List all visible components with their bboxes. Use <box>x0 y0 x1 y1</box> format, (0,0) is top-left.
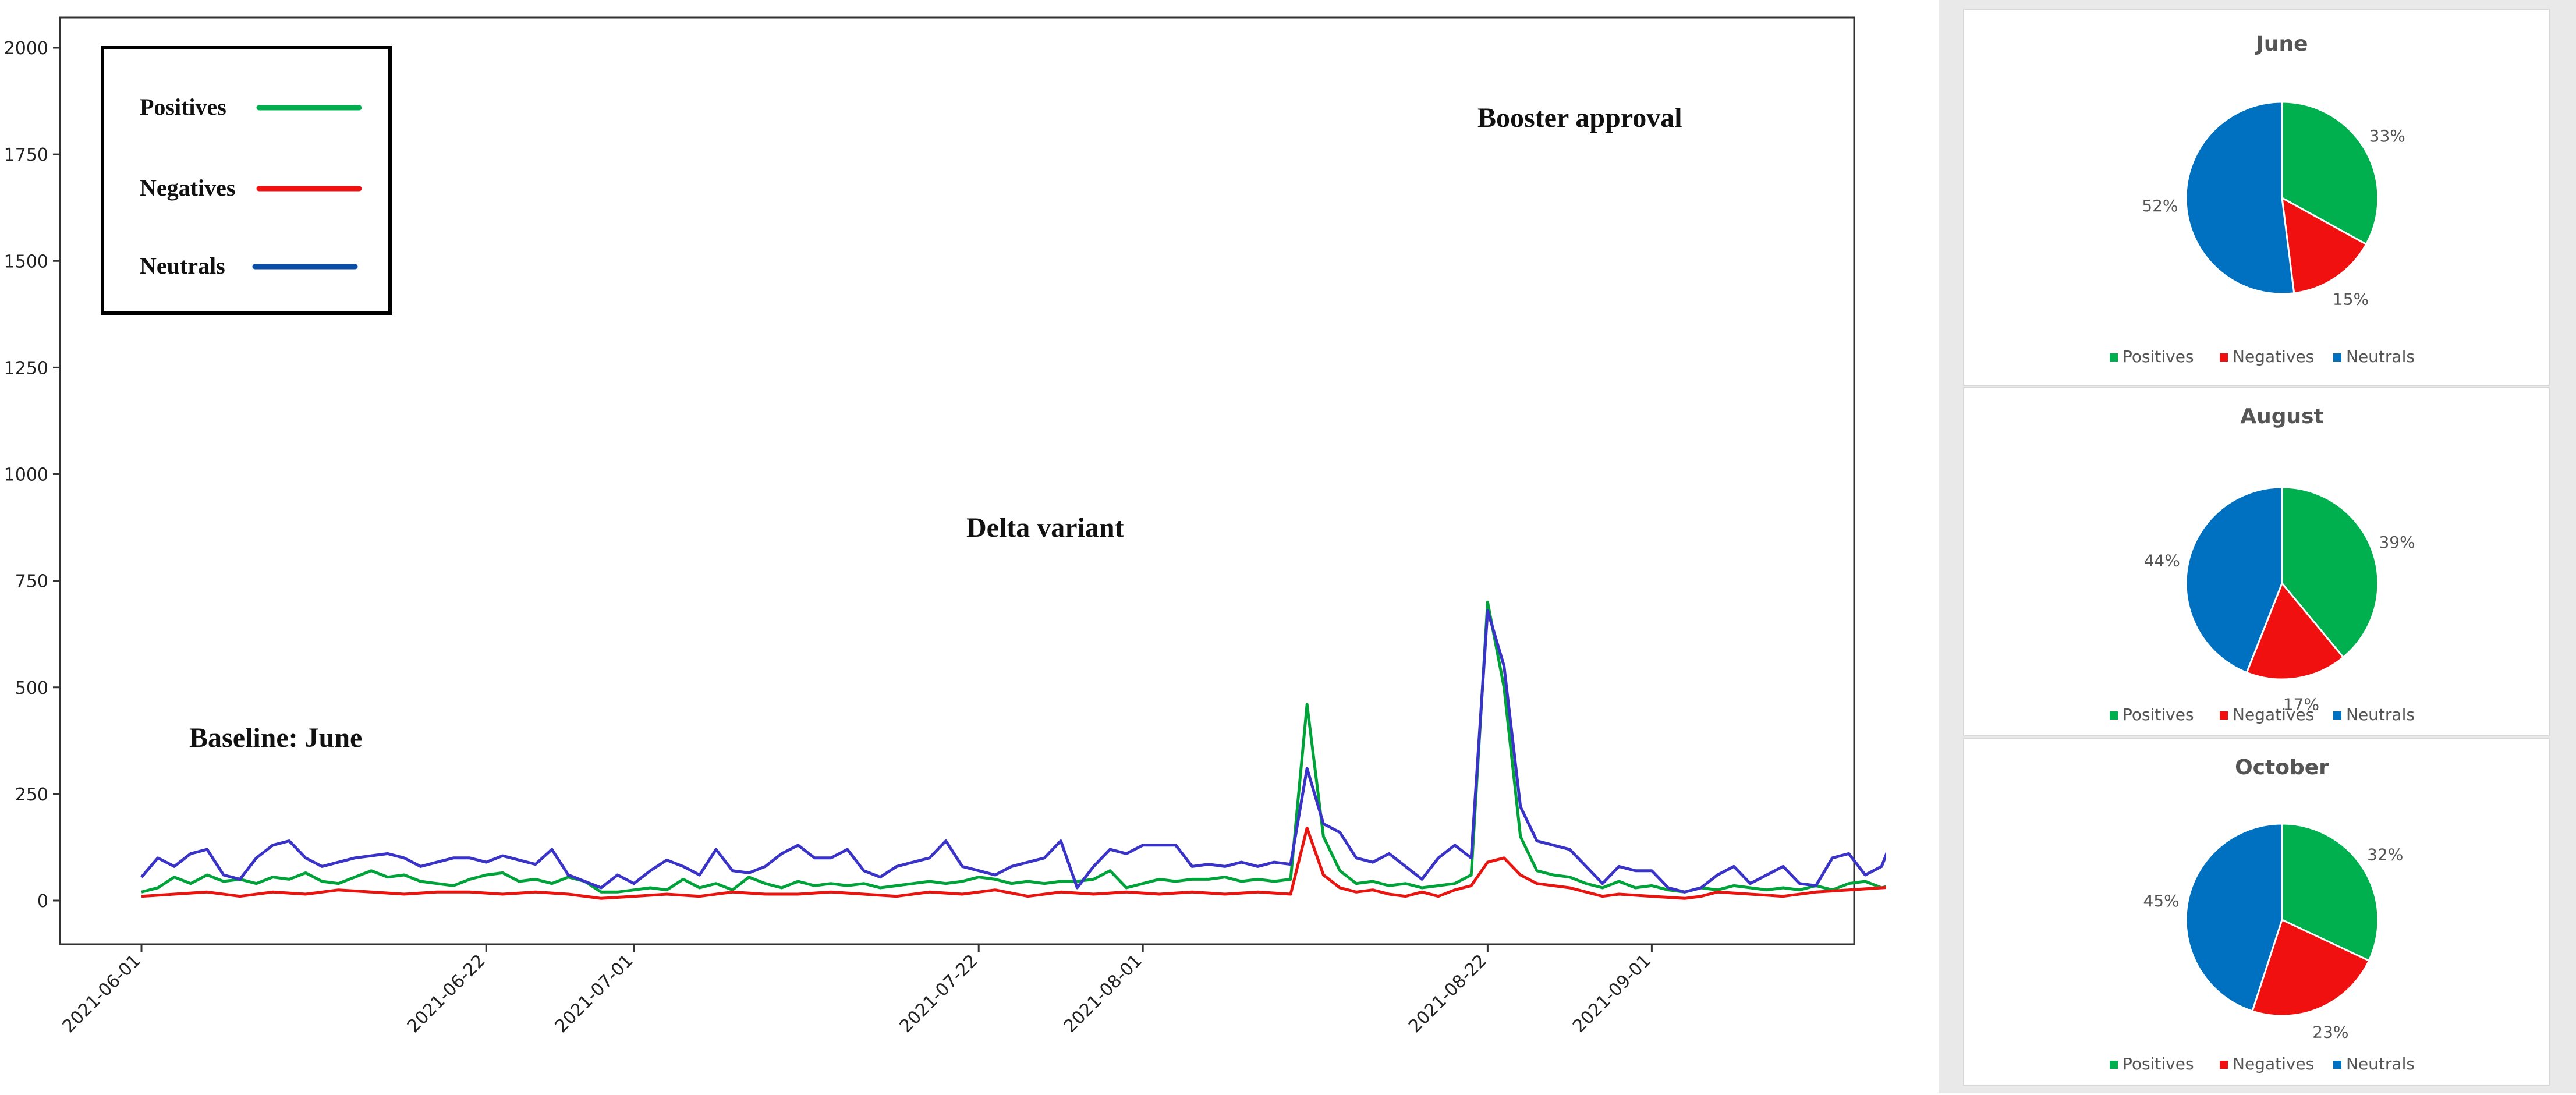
annotation-booster-approval: Booster approval <box>1477 102 1682 133</box>
pie-value-label: 39% <box>2379 533 2415 552</box>
pie-slice-positives <box>2281 101 2379 246</box>
pie-chart-october: October 32% 23% 45% Positives Negatives Neutra… <box>2110 756 2415 1073</box>
y-tick-label: 500 <box>15 678 48 699</box>
pie-slice-positives <box>2281 823 2379 962</box>
pie-slice-neutrals <box>2185 101 2295 295</box>
legend-label-positives: Positives <box>2123 705 2194 724</box>
pie-value-label: 45% <box>2143 891 2179 910</box>
x-tick-label: 2021-07-01 <box>551 951 637 1037</box>
y-tick-label: 1750 <box>4 145 48 165</box>
pie-value-label: 17% <box>2283 694 2319 714</box>
pie-value-label: 52% <box>2142 196 2178 215</box>
legend-marker-negatives <box>2220 711 2228 720</box>
series-line-positives <box>141 426 2129 894</box>
legend-label-negatives: Negatives <box>2233 347 2314 366</box>
pie-slice-neutrals <box>2185 823 2283 1012</box>
annotation-baseline-june: Baseline: June <box>189 722 362 753</box>
legend-marker-negatives <box>2220 353 2228 362</box>
y-tick-label: 1250 <box>4 358 48 378</box>
legend-label-negatives: Negatives <box>140 175 235 201</box>
legend-marker-positives <box>2110 711 2118 720</box>
x-tick-label: 2021-07-22 <box>896 951 982 1037</box>
legend-label-negatives: Negatives <box>2233 1054 2314 1073</box>
legend-label-positives: Positives <box>2123 1054 2194 1073</box>
legend-marker-positives <box>2110 353 2118 362</box>
y-tick-label: 250 <box>15 785 48 805</box>
line-chart-panel: 0 250 500 750 1000 1250 1500 1750 2000 2021-06-01… <box>3 16 2148 1037</box>
annotation-delta-variant: Delta variant <box>966 512 1124 543</box>
legend-label-neutrals: Neutrals <box>2346 705 2415 724</box>
legend-marker-negatives <box>2220 1061 2228 1069</box>
x-tick-label: 2021-08-01 <box>1060 951 1146 1037</box>
x-tick-label: 2021-06-22 <box>403 951 490 1037</box>
pie-value-label: 15% <box>2333 290 2369 309</box>
pie-chart-june: June 33% 15% 52% Positives Negatives Neutrals <box>2110 32 2415 366</box>
legend-marker-neutrals <box>2333 1061 2341 1069</box>
pie-card-june: June 33% 15% 52% Positives Negatives Neutrals <box>1963 9 2550 386</box>
pie-title: August <box>2240 405 2324 428</box>
pie-card-october: October 32% 23% 45% Positives Negatives Neutra… <box>1963 738 2550 1086</box>
legend-label-neutrals: Neutrals <box>2346 1054 2415 1073</box>
legend-label-neutrals: Neutrals <box>140 253 225 279</box>
y-tick-label: 750 <box>15 572 48 592</box>
pie-value-label: 23% <box>2312 1023 2348 1042</box>
pie-card-august: August 39% 17% 44% Positives Negatives Neutral… <box>1963 387 2550 736</box>
pie-slice-neutrals <box>2185 486 2283 674</box>
legend-label-positives: Positives <box>2123 347 2194 366</box>
legend-marker-positives <box>2110 1061 2118 1069</box>
x-tick-label: 2021-08-22 <box>1405 951 1491 1037</box>
y-tick-label: 1000 <box>4 465 48 486</box>
pie-slice-negatives <box>2251 918 2371 1017</box>
x-tick-label: 2021-09-01 <box>1569 951 1655 1037</box>
y-tick-label: 1500 <box>4 251 48 272</box>
pie-title: October <box>2235 756 2329 779</box>
pie-slice-negatives <box>2245 582 2345 681</box>
legend-label-neutrals: Neutrals <box>2346 347 2415 366</box>
legend-label-positives: Positives <box>140 94 226 120</box>
y-tick-label: 2000 <box>4 38 48 59</box>
pie-slice-positives <box>2281 486 2379 659</box>
pie-charts-panel: June 33% 15% 52% Positives Negatives Neutrals … <box>1939 0 2576 1093</box>
x-tick-label: 2021-06-01 <box>59 951 145 1037</box>
legend-label-negatives: Negatives <box>2233 705 2314 724</box>
line-chart: 0 250 500 750 1000 1250 1500 1750 2000 2021-06-01… <box>4 16 2148 1037</box>
series-line-neutrals <box>140 50 2129 894</box>
legend-marker-neutrals <box>2333 711 2341 720</box>
pie-title: June <box>2254 32 2308 56</box>
pie-chart-august: August 39% 17% 44% Positives Negatives Neutral… <box>2110 405 2415 724</box>
pie-value-label: 32% <box>2367 845 2403 864</box>
y-tick-label: 0 <box>37 891 48 912</box>
pie-value-label: 44% <box>2144 551 2180 570</box>
pie-slice-negatives <box>2281 196 2368 295</box>
legend-marker-neutrals <box>2333 353 2341 362</box>
pie-value-label: 33% <box>2369 126 2405 146</box>
